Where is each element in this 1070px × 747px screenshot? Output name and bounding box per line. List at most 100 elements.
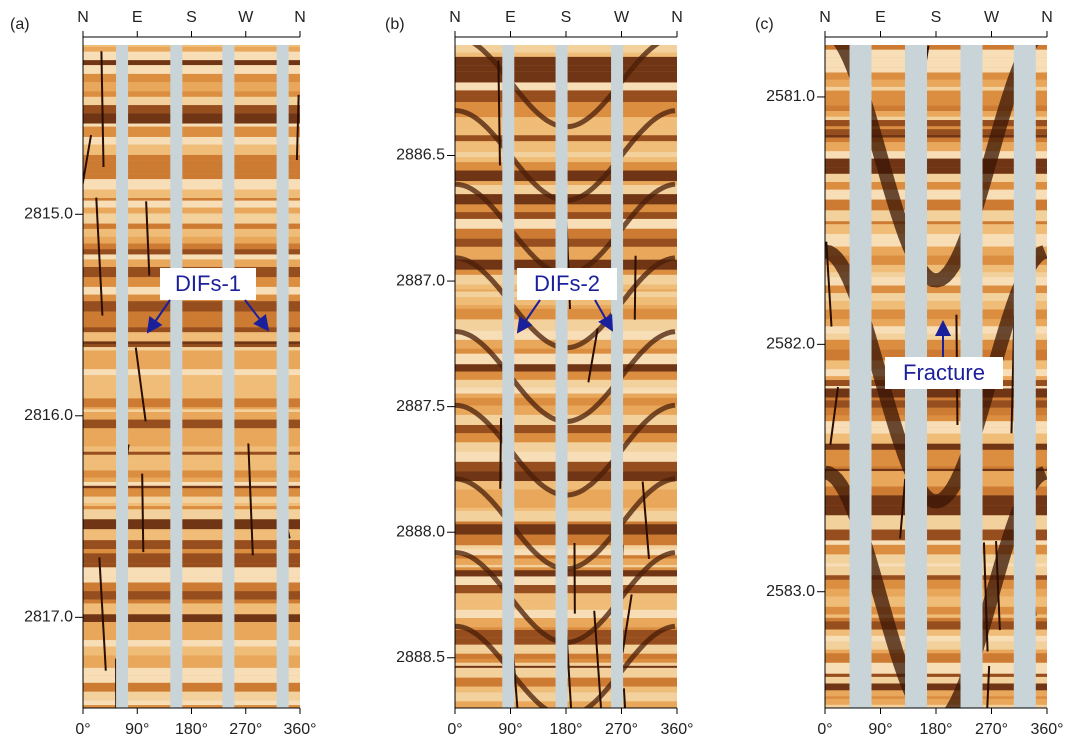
crack [95, 197, 104, 316]
band [825, 653, 1047, 663]
band [83, 496, 300, 504]
band [825, 575, 1047, 580]
band [825, 554, 1047, 564]
top-label: N [77, 9, 89, 26]
band [825, 285, 1047, 294]
band [825, 525, 1047, 530]
band [825, 486, 1047, 496]
band [83, 388, 300, 399]
band [83, 582, 300, 592]
x-tick-label: 180° [549, 721, 582, 738]
crack [825, 241, 833, 327]
band [825, 540, 1047, 545]
annotation-arrow [516, 299, 541, 334]
band [825, 544, 1047, 555]
top-label: N [1041, 9, 1053, 26]
band [83, 259, 300, 267]
band [825, 466, 1047, 469]
band [825, 579, 1047, 589]
band [825, 641, 1047, 650]
crack [633, 255, 637, 320]
band [825, 482, 1047, 487]
band [825, 621, 1047, 630]
annotation-box [885, 357, 1003, 389]
panel-label: (a) [10, 16, 30, 33]
band [825, 449, 1047, 461]
crack [100, 51, 105, 167]
band [83, 646, 300, 656]
band [83, 65, 300, 74]
x-tick-label: 0° [75, 721, 90, 738]
band [83, 301, 300, 312]
band [83, 477, 300, 482]
band [825, 673, 1047, 677]
band [825, 427, 1047, 434]
band [825, 242, 1047, 247]
texture [825, 45, 1047, 708]
band [825, 397, 1047, 401]
band [83, 327, 300, 333]
band [83, 223, 300, 229]
band [83, 655, 300, 662]
panel-label: (c) [755, 16, 774, 33]
crack [982, 542, 989, 652]
band [825, 167, 1047, 174]
y-tick-label: 2817.0 [24, 609, 73, 626]
band [825, 67, 1047, 73]
pad-gap [1013, 45, 1036, 708]
band [825, 635, 1047, 642]
band [83, 428, 300, 437]
band [83, 481, 300, 486]
top-label: N [819, 9, 831, 26]
band [825, 596, 1047, 607]
band [83, 154, 300, 161]
band [83, 567, 300, 578]
band [83, 412, 300, 420]
band [83, 661, 300, 668]
band [825, 116, 1047, 121]
band [83, 136, 300, 145]
band [83, 113, 300, 124]
band [83, 51, 300, 61]
band [825, 224, 1047, 234]
annotation: Fracture [903, 360, 985, 385]
band [83, 529, 300, 541]
panel-label: (b) [385, 16, 405, 33]
band [83, 126, 300, 137]
top-label: E [132, 9, 143, 26]
band [83, 228, 300, 237]
y-tick-label: 2583.0 [766, 583, 815, 600]
pad-gap [611, 45, 624, 708]
band [83, 553, 300, 564]
band [825, 515, 1047, 526]
log-image [825, 45, 1047, 708]
band [825, 90, 1047, 96]
annotation: DIFs-2 [534, 271, 600, 296]
band [825, 614, 1047, 618]
band [83, 123, 300, 127]
band [83, 549, 300, 554]
band [825, 309, 1047, 320]
band [83, 73, 300, 83]
band [825, 49, 1047, 58]
band [825, 111, 1047, 117]
band [83, 82, 300, 92]
crack [621, 594, 633, 654]
band [825, 301, 1047, 310]
band [825, 142, 1047, 146]
band [83, 409, 300, 413]
x-tick-label: 270° [229, 721, 262, 738]
band [83, 705, 300, 708]
band [825, 563, 1047, 567]
band [825, 617, 1047, 622]
top-label: S [561, 9, 572, 26]
y-tick-label: 2887.0 [396, 272, 445, 289]
x-tick-label: 270° [975, 721, 1008, 738]
y-tick-label: 2581.0 [766, 88, 815, 105]
band [83, 621, 300, 633]
band [825, 704, 1047, 708]
x-tick-label: 90° [125, 721, 149, 738]
band [825, 588, 1047, 597]
band [83, 189, 300, 199]
